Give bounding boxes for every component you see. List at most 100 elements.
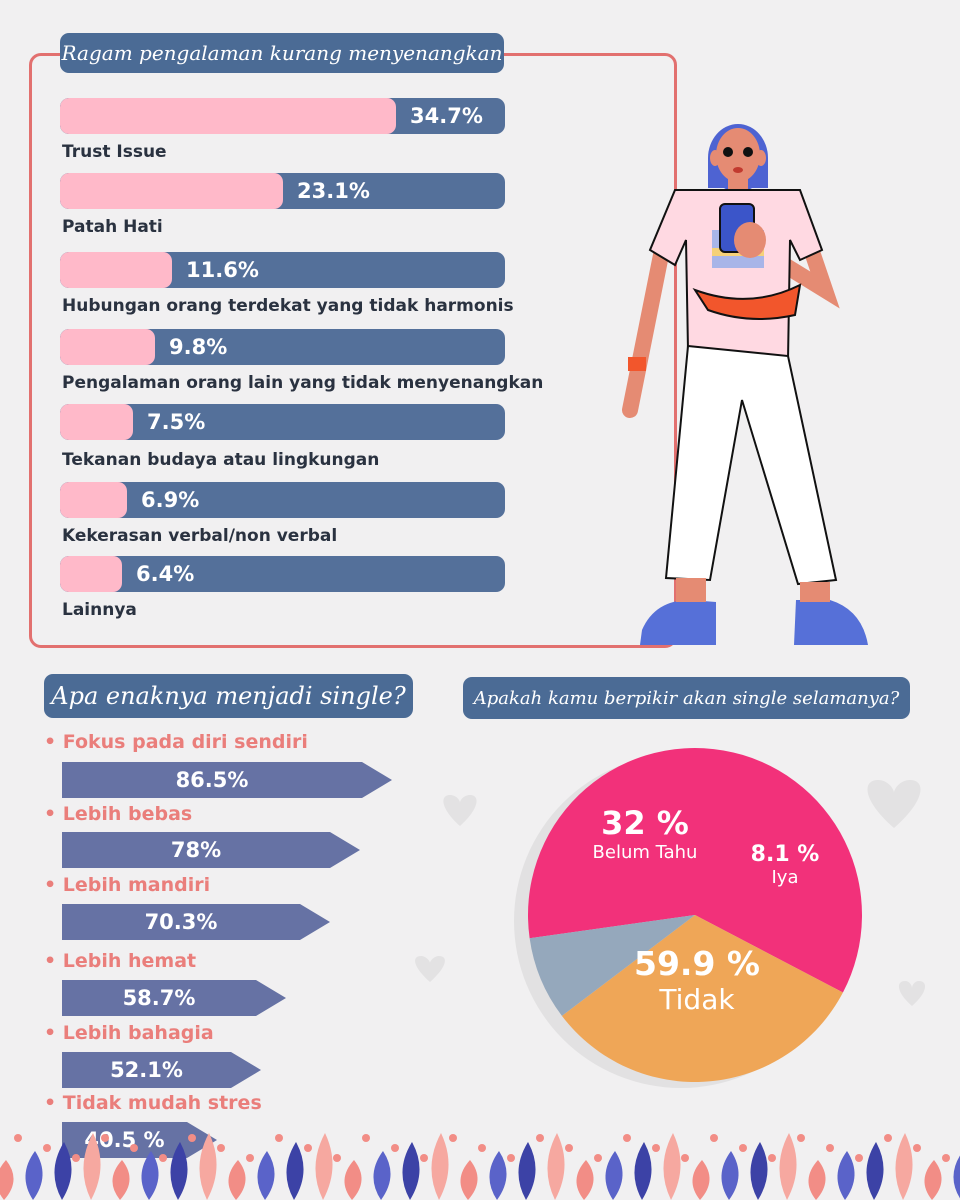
pants-shape xyxy=(664,344,838,586)
dot-shape xyxy=(304,1144,312,1152)
experience-bar-fill xyxy=(60,556,122,592)
dot-shape xyxy=(101,1134,109,1142)
dot-shape xyxy=(188,1134,196,1142)
experience-bar-fill xyxy=(60,329,155,365)
experience-bar-value: 6.9% xyxy=(141,488,200,512)
left-shoe-shape xyxy=(640,600,716,645)
leaf-shape xyxy=(431,1133,449,1200)
leaf-shape xyxy=(808,1160,826,1200)
pie-label-belum-tahu: 32 % Belum Tahu xyxy=(578,804,712,863)
leaf-shape xyxy=(54,1142,72,1200)
experience-bar-fill xyxy=(60,173,283,209)
pie-name-belum-tahu: Belum Tahu xyxy=(592,842,698,863)
experience-bar-fill xyxy=(60,482,127,518)
leaf-shape xyxy=(112,1160,130,1200)
dot-shape xyxy=(478,1144,486,1152)
leaf-shape xyxy=(344,1160,362,1200)
leaf-shape xyxy=(721,1151,739,1200)
wristband-shape xyxy=(628,357,646,371)
pie-name-iya: Iya xyxy=(771,867,799,888)
right-shoe-shape xyxy=(794,600,868,645)
pie-label-tidak: 59.9 % Tidak xyxy=(612,944,782,1016)
leaf-shape xyxy=(547,1133,565,1200)
dot-shape xyxy=(855,1154,863,1162)
single-benefit-label: • Tidak mudah stres xyxy=(44,1092,262,1114)
eye-shape xyxy=(723,147,733,157)
experience-bar-value: 6.4% xyxy=(136,562,195,586)
leaf-shape xyxy=(489,1151,507,1200)
single-benefit-label: • Lebih bebas xyxy=(44,803,193,825)
experience-bar-label: Kekerasan verbal/non verbal xyxy=(62,526,338,546)
pie-label-iya: 8.1 % Iya xyxy=(745,842,825,888)
experience-bar: 11.6% xyxy=(60,252,505,288)
dot-shape xyxy=(362,1134,370,1142)
mouth-shape xyxy=(733,167,743,173)
experience-bar-label: Pengalaman orang lain yang tidak menyena… xyxy=(62,373,544,393)
dot-shape xyxy=(391,1144,399,1152)
face-shape xyxy=(716,128,760,182)
pie-slice-tidak xyxy=(528,748,862,993)
dot-shape xyxy=(159,1154,167,1162)
single-benefit-label: • Fokus pada diri sendiri xyxy=(44,731,308,753)
leaf-shape xyxy=(286,1142,304,1200)
dot-shape xyxy=(768,1154,776,1162)
leaf-shape xyxy=(315,1133,333,1200)
leaf-shape xyxy=(779,1133,797,1200)
single-benefits-title: Apa enaknya menjadi single? xyxy=(44,674,413,718)
foliage-decoration xyxy=(0,1133,960,1200)
dot-shape xyxy=(507,1154,515,1162)
experience-bar-value: 23.1% xyxy=(297,179,370,203)
dot-shape xyxy=(43,1144,51,1152)
dot-shape xyxy=(884,1134,892,1142)
leaf-shape xyxy=(895,1133,913,1200)
single-forever-title: Apakah kamu berpikir akan single selaman… xyxy=(463,677,910,719)
belt-bag-shape xyxy=(692,283,802,320)
single-benefit-label: • Lebih hemat xyxy=(44,950,197,972)
eye-shape xyxy=(743,147,753,157)
dot-shape xyxy=(275,1134,283,1142)
pie-name-tidak: Tidak xyxy=(659,983,735,1016)
experience-bar-value: 34.7% xyxy=(410,104,483,128)
leaf-shape xyxy=(199,1133,217,1200)
leaf-shape xyxy=(634,1142,652,1200)
pie-value-iya: 8.1 % xyxy=(750,842,820,867)
heart-icon xyxy=(415,956,445,982)
sock-shape xyxy=(800,582,830,602)
leaf-shape xyxy=(518,1142,536,1200)
experience-bar: 6.4% xyxy=(60,556,505,592)
single-benefit-arrow: 78% xyxy=(62,832,360,868)
dot-shape xyxy=(72,1154,80,1162)
heart-icon xyxy=(898,981,926,1006)
leaf-shape xyxy=(750,1142,768,1200)
leaf-shape xyxy=(257,1151,275,1200)
dot-shape xyxy=(536,1134,544,1142)
experience-bar: 34.7% xyxy=(60,98,505,134)
single-benefit-arrow: 86.5% xyxy=(62,762,392,798)
experience-bar-value: 11.6% xyxy=(186,258,259,282)
leaf-shape xyxy=(460,1160,478,1200)
hand-shape xyxy=(734,222,766,258)
dot-shape xyxy=(623,1134,631,1142)
leaf-shape xyxy=(25,1151,43,1200)
single-benefit-arrow: 70.3% xyxy=(62,904,330,940)
experience-bar-label: Trust Issue xyxy=(62,142,167,162)
pie-slice-belum-tahu xyxy=(561,915,843,1082)
single-benefit-arrow: 58.7% xyxy=(62,980,286,1016)
ear-shape xyxy=(756,150,766,166)
heart-icon xyxy=(443,795,477,826)
experience-bar-label: Tekanan budaya atau lingkungan xyxy=(62,450,380,470)
experience-bar-value: 7.5% xyxy=(147,410,206,434)
experience-bar-fill xyxy=(60,98,396,134)
dot-shape xyxy=(710,1134,718,1142)
dot-shape xyxy=(826,1144,834,1152)
leaf-shape xyxy=(953,1155,960,1199)
single-benefit-label: • Lebih bahagia xyxy=(44,1022,214,1044)
leaf-shape xyxy=(83,1133,101,1200)
experience-bar: 9.8% xyxy=(60,329,505,365)
leaf-shape xyxy=(402,1142,420,1200)
experience-bar: 23.1% xyxy=(60,173,505,209)
leaf-shape xyxy=(373,1151,391,1200)
single-forever-pie-chart xyxy=(514,748,862,1088)
dot-shape xyxy=(739,1144,747,1152)
experience-bar: 6.9% xyxy=(60,482,505,518)
